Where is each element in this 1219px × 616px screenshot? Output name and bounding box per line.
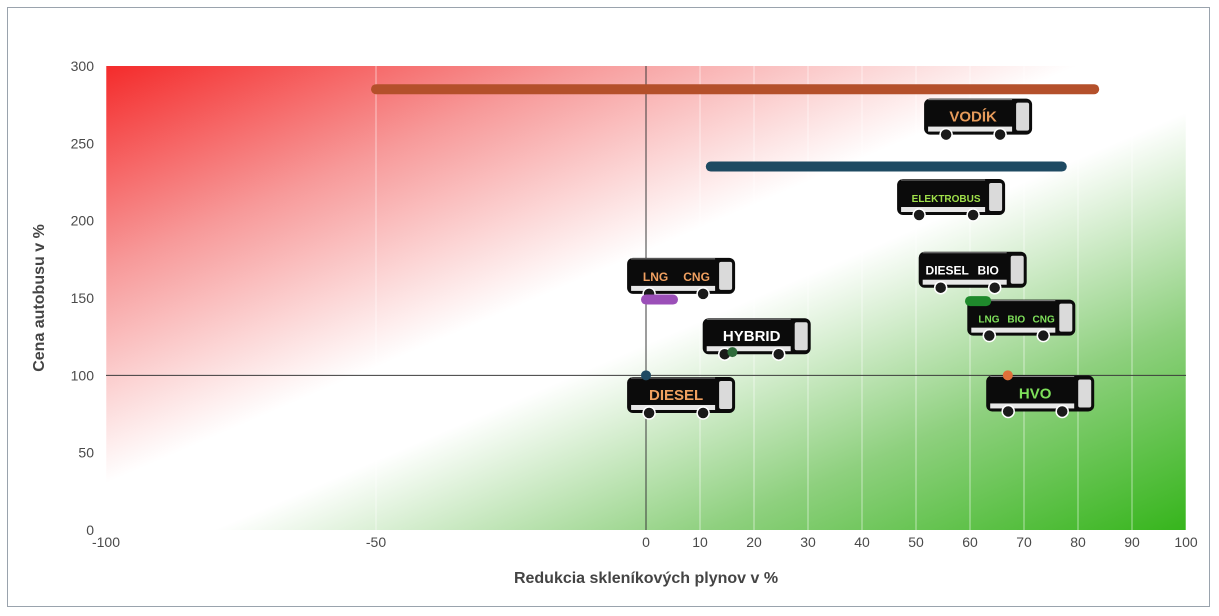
bus-label-text: LNG (978, 315, 999, 326)
y-tick-label: 250 (71, 135, 95, 151)
bus-cost-emissions-chart: -100 -50 0 10 20 30 40 50 60 70 80 90 100 0 50 100 150 2… (31, 58, 1198, 587)
chart-frame: -100 -50 0 10 20 30 40 50 60 70 80 90 100 0 50 100 150 2… (7, 7, 1210, 607)
x-tick-label: 0 (642, 534, 650, 550)
y-tick-labels: 0 50 100 150 200 250 300 (71, 58, 95, 538)
data-point (1002, 370, 1013, 381)
bus-label-text: VODÍK (949, 109, 997, 126)
y-tick-label: 100 (71, 367, 95, 383)
y-tick-label: 0 (86, 522, 94, 538)
x-tick-label: -100 (92, 534, 120, 550)
y-tick-label: 50 (78, 445, 94, 461)
bus-label-text: HYBRID (723, 328, 781, 345)
x-tick-label: 10 (692, 534, 708, 550)
y-tick-label: 300 (71, 58, 95, 74)
x-tick-label: 80 (1070, 534, 1086, 550)
x-tick-label: 70 (1016, 534, 1032, 550)
bus-label-text: BIO (978, 264, 999, 278)
x-tick-label: 100 (1174, 534, 1198, 550)
data-point (727, 347, 738, 358)
bus-label-text: BIO (1007, 315, 1025, 326)
x-tick-label: 50 (908, 534, 924, 550)
bus-hybrid: HYBRID (702, 318, 811, 361)
bus-label-text: CNG (1033, 315, 1055, 326)
bus-hvo: HVO (986, 375, 1095, 419)
x-tick-label: 30 (800, 534, 816, 550)
bus-lng-cng: LNG CNG (627, 257, 736, 301)
bus-illustrations: VODÍK ELEKTROBUS DIESEL BIO LNG BIO CNG LNG CNG H… (627, 98, 1095, 420)
bus-diesel: DIESEL (627, 376, 736, 420)
bus-label-text: LNG (643, 270, 668, 284)
bus-elektrobus: ELEKTROBUS (897, 179, 1006, 222)
x-tick-labels: -100 -50 0 10 20 30 40 50 60 70 80 90 100 (92, 534, 1198, 550)
x-tick-label: 20 (746, 534, 762, 550)
data-point (641, 370, 651, 381)
x-tick-label: 40 (854, 534, 870, 550)
x-tick-label: 60 (962, 534, 978, 550)
data-points (641, 347, 1013, 381)
x-tick-label: -50 (366, 534, 386, 550)
bus-label-text: ELEKTROBUS (912, 194, 981, 205)
bus-label-text: DIESEL (926, 264, 969, 278)
bus-lng-cng-bio: LNG BIO CNG (967, 299, 1076, 343)
y-tick-label: 150 (71, 290, 95, 306)
y-axis-title: Cena autobusu v % (31, 224, 48, 372)
range-bars (371, 84, 1100, 307)
x-tick-label: 90 (1124, 534, 1140, 550)
bus-label-text: HVO (1019, 385, 1052, 402)
y-tick-label: 200 (71, 213, 95, 229)
bus-diesel-bio: DIESEL BIO (918, 251, 1027, 295)
x-axis-title: Redukcia skleníkových plynov v % (514, 570, 778, 587)
bus-vodik: VODÍK (924, 98, 1033, 142)
bus-label-text: DIESEL (649, 387, 703, 404)
bus-label-text: CNG (683, 270, 710, 284)
